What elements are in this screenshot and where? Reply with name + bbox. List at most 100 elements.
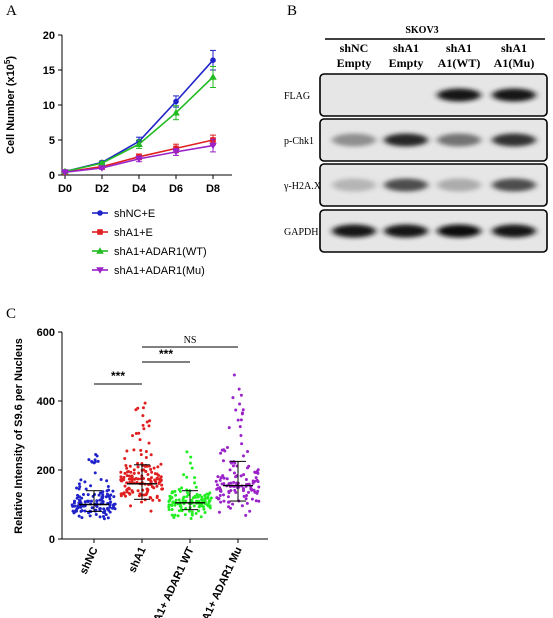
data-point: [172, 108, 180, 116]
x-tick-label: shA1: [126, 545, 148, 574]
data-dot: [141, 423, 145, 427]
data-dot: [227, 482, 231, 486]
data-dot: [80, 496, 84, 500]
data-dot: [153, 478, 157, 482]
data-dot: [161, 487, 165, 491]
data-dot: [155, 494, 159, 498]
data-dot: [128, 464, 132, 468]
blot-row-label: GAPDH: [284, 227, 318, 238]
data-dot: [147, 424, 151, 428]
data-dot: [221, 459, 225, 463]
protein-band: [332, 133, 376, 147]
data-dot: [139, 448, 143, 452]
data-dot: [182, 495, 186, 499]
data-dot: [138, 438, 142, 442]
data-dot: [137, 431, 141, 435]
data-dot: [101, 510, 105, 514]
data-dot: [122, 475, 126, 479]
data-dot: [146, 489, 150, 493]
data-dot: [75, 496, 79, 500]
data-dot: [149, 453, 153, 457]
data-dot: [205, 496, 209, 500]
data-dot: [159, 475, 163, 479]
data-dot: [193, 476, 197, 480]
data-dot: [222, 448, 226, 452]
data-dot: [119, 475, 123, 479]
data-dot: [141, 406, 145, 410]
data-dot: [222, 499, 226, 503]
protein-band: [437, 178, 481, 192]
data-dot: [127, 491, 131, 495]
data-dot: [179, 505, 183, 509]
protein-band: [492, 178, 536, 192]
data-dot: [123, 484, 127, 488]
data-dot: [144, 455, 148, 459]
data-dot: [148, 419, 152, 423]
data-dot: [174, 498, 178, 502]
data-dot: [214, 479, 218, 483]
data-dot: [144, 450, 148, 454]
data-dot: [140, 500, 144, 504]
data-dot: [132, 448, 136, 452]
data-dot: [149, 476, 153, 480]
data-dot: [232, 480, 236, 484]
series-3: [61, 138, 217, 176]
data-dot: [128, 480, 132, 484]
data-dot: [220, 482, 224, 486]
data-dot: [107, 508, 111, 512]
data-dot: [132, 468, 136, 472]
data-dot: [191, 496, 195, 500]
data-dot: [234, 408, 238, 412]
y-tick-label: 0: [49, 170, 55, 182]
data-point: [135, 140, 143, 147]
data-dot: [226, 495, 230, 499]
data-dot: [136, 465, 140, 469]
data-dot: [101, 515, 105, 519]
panel-letter-c: C: [6, 306, 16, 322]
data-point: [172, 149, 180, 156]
data-dot: [157, 498, 161, 502]
x-tick-label: D0: [58, 183, 72, 195]
lane-label-line2: A1(Mu): [494, 56, 535, 70]
data-dot: [94, 512, 98, 516]
data-dot: [208, 491, 212, 495]
legend-marker: [97, 210, 103, 216]
data-dot: [113, 502, 117, 506]
x-tick-label: shA1+ ADAR1 WT: [146, 545, 197, 618]
data-dot: [182, 473, 186, 477]
legend-marker: [96, 267, 104, 274]
data-dot: [125, 490, 129, 494]
data-dot: [146, 473, 150, 477]
data-dot: [106, 485, 110, 489]
data-dot: [101, 496, 105, 500]
data-dot: [149, 467, 153, 471]
data-dot: [88, 514, 92, 518]
data-dot: [208, 506, 212, 510]
data-dot: [170, 513, 174, 517]
y-tick-label: 5: [49, 135, 55, 147]
data-dot: [76, 504, 80, 508]
data-dot: [82, 504, 86, 508]
x-tick-label: D8: [206, 183, 220, 195]
legend-marker: [97, 229, 103, 235]
data-dot: [237, 387, 241, 391]
data-dot: [131, 490, 135, 494]
data-dot: [145, 420, 149, 424]
data-dot: [134, 477, 138, 481]
legend-label: shNC+E: [114, 208, 155, 220]
data-dot: [83, 480, 87, 484]
panel-letter-a: A: [6, 3, 17, 19]
data-dot: [227, 426, 231, 430]
data-dot: [239, 434, 243, 438]
data-dot: [90, 460, 94, 464]
data-dot: [78, 485, 82, 489]
data-dot: [77, 487, 81, 491]
data-dot: [80, 516, 84, 520]
western-blot: SKOV3 shNCEmptyshA1EmptyshA1A1(WT)shA1A1…: [283, 25, 548, 253]
data-dot: [231, 464, 235, 468]
data-dot: [238, 425, 242, 429]
data-dot: [251, 481, 255, 485]
y-tick-label: 20: [43, 30, 55, 42]
protein-band: [384, 178, 428, 192]
data-dot: [187, 509, 191, 513]
